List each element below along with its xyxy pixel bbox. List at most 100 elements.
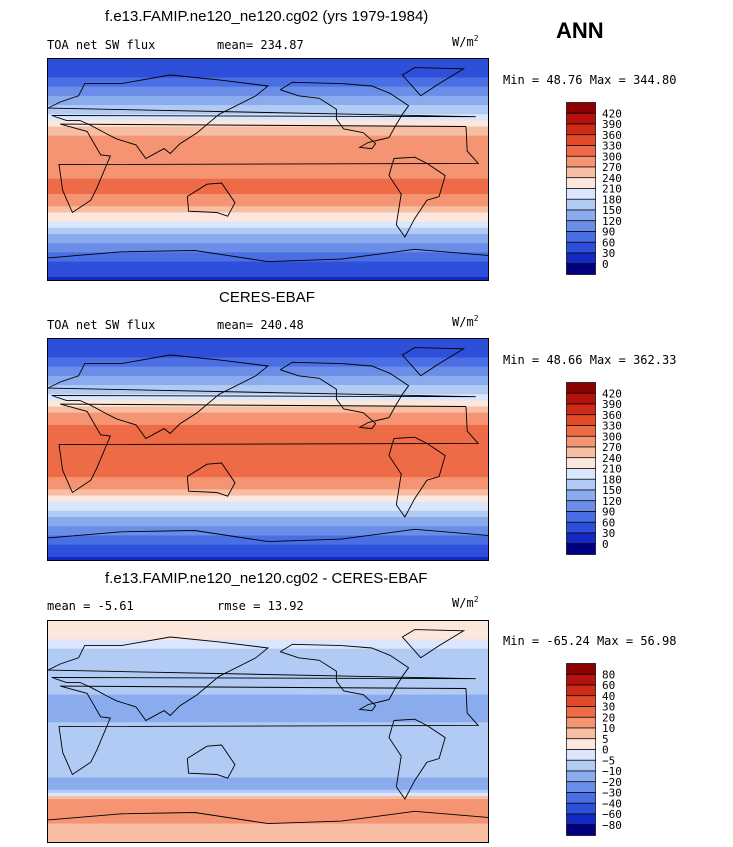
colorbar-swatch — [566, 112, 596, 125]
map-latitude-band — [48, 746, 488, 751]
map-latitude-band — [48, 227, 488, 232]
map-coastline — [401, 347, 466, 377]
map-latitude-band — [48, 474, 488, 478]
map-latitude-band — [48, 83, 488, 88]
map-latitude-band — [48, 826, 488, 831]
colorbar-swatch — [566, 263, 596, 275]
map-latitude-band — [48, 719, 488, 723]
colorbar-swatch — [566, 155, 596, 168]
map-latitude-band — [48, 765, 488, 769]
map-latitude-band — [48, 252, 488, 257]
map-svg — [48, 339, 488, 560]
map-latitude-band — [48, 805, 488, 809]
map-latitude-band — [48, 501, 488, 506]
panel1-units: W/m2 — [452, 34, 479, 49]
map-latitude-band — [48, 759, 488, 763]
colorbar-swatch — [566, 727, 596, 740]
map-latitude-band — [48, 520, 488, 524]
map-latitude-band — [48, 240, 488, 244]
map-latitude-band — [48, 461, 488, 466]
colorbar-tick-label: 90 — [602, 506, 615, 519]
colorbar-tick-label: 390 — [602, 118, 622, 131]
map-latitude-band — [48, 710, 488, 714]
colorbar-tick-label: −80 — [602, 819, 622, 832]
colorbar-tick-label: −60 — [602, 808, 622, 821]
colorbar-swatch — [566, 382, 596, 394]
map-latitude-band — [48, 627, 488, 631]
map-latitude-band — [48, 483, 488, 487]
map-latitude-band — [48, 486, 488, 491]
map-latitude-band — [48, 713, 488, 717]
map-latitude-band — [48, 489, 488, 494]
colorbar-tick-label: −40 — [602, 797, 622, 810]
map-latitude-band — [48, 774, 488, 779]
map-latitude-band — [48, 783, 488, 788]
map-latitude-band — [48, 464, 488, 469]
map-latitude-band — [48, 673, 488, 677]
season-label: ANN — [556, 18, 604, 43]
colorbar-swatch — [566, 403, 596, 416]
map-latitude-band — [48, 449, 488, 454]
map-latitude-band — [48, 446, 488, 451]
colorbar-swatch — [566, 478, 596, 491]
map-latitude-band — [48, 743, 488, 748]
map-latitude-band — [48, 820, 488, 825]
panel1-colorbar: 420 390 360 330 300 270 240 210 180 150 120 90 60 30 0 — [566, 102, 646, 276]
panel1-map — [47, 58, 489, 281]
map-latitude-band — [48, 808, 488, 812]
map-latitude-band — [48, 654, 488, 659]
map-latitude-band — [48, 95, 488, 100]
map-latitude-band — [48, 258, 488, 263]
map-latitude-band — [48, 175, 488, 180]
colorbar-tick-label: 60 — [602, 236, 615, 249]
map-latitude-band — [48, 768, 488, 773]
map-latitude-band — [48, 452, 488, 457]
colorbar-swatch — [566, 511, 596, 523]
map-latitude-band — [48, 255, 488, 260]
map-latitude-band — [48, 553, 488, 558]
map-latitude-band — [48, 163, 488, 168]
colorbar-swatch — [566, 166, 596, 179]
colorbar-swatch — [566, 414, 596, 426]
map-coastline — [388, 718, 446, 800]
map-latitude-band — [48, 339, 488, 343]
colorbar-tick-label: 240 — [602, 172, 622, 185]
panel3-mean-label: mean = -5.61 — [47, 599, 134, 613]
colorbar-tick-label: 330 — [602, 420, 622, 433]
map-latitude-band — [48, 215, 488, 220]
map-latitude-band — [48, 780, 488, 785]
map-latitude-band — [48, 431, 488, 435]
colorbar-swatch — [566, 489, 596, 502]
panel2-max-value: 362.33 — [633, 353, 677, 367]
map-coastline — [388, 436, 446, 518]
map-latitude-band — [48, 243, 488, 247]
map-latitude-band — [48, 190, 488, 195]
colorbar-swatch — [566, 770, 596, 783]
colorbar-tick-label: 60 — [602, 679, 615, 692]
colorbar-tick-label: 30 — [602, 701, 615, 714]
map-latitude-band — [48, 504, 488, 509]
colorbar-tick-label: 60 — [602, 516, 615, 529]
map-latitude-band — [48, 230, 488, 235]
panel3-rmse-value: 13.92 — [267, 599, 304, 613]
map-latitude-band — [48, 409, 488, 414]
map-latitude-band — [48, 68, 488, 72]
map-latitude-band — [48, 101, 488, 106]
colorbar-tick-label: 5 — [602, 733, 609, 746]
map-latitude-band — [48, 391, 488, 395]
map-latitude-band — [48, 633, 488, 637]
map-latitude-band — [48, 194, 488, 198]
map-latitude-band — [48, 385, 488, 389]
map-latitude-band — [48, 691, 488, 696]
panel1-max-value: 344.80 — [633, 73, 677, 87]
map-latitude-band — [48, 492, 488, 497]
map-coastline — [186, 462, 236, 497]
colorbar-swatch — [566, 738, 596, 750]
colorbar-swatch — [566, 749, 596, 761]
map-latitude-band — [48, 270, 488, 275]
colorbar-swatch — [566, 457, 596, 469]
map-latitude-band — [48, 550, 488, 555]
map-latitude-band — [48, 105, 488, 109]
map-latitude-band — [48, 737, 488, 742]
map-latitude-band — [48, 221, 488, 226]
